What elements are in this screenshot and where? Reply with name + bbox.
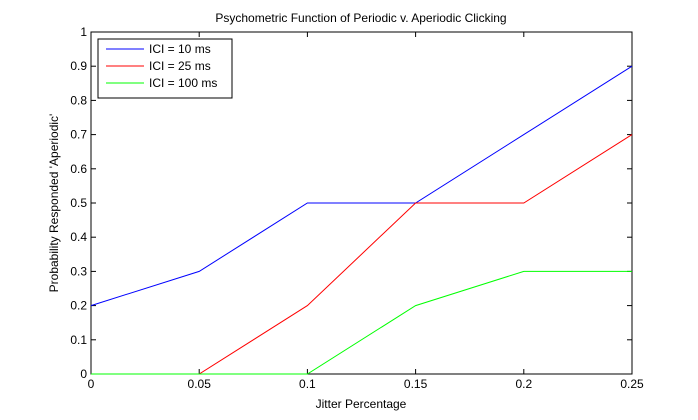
x-tick-label: 0.15: [404, 377, 428, 391]
x-tick-label: 0.25: [620, 377, 644, 391]
y-tick-label: 0.8: [70, 93, 87, 107]
x-tick-label: 0.05: [188, 377, 212, 391]
x-tick-label: 0.2: [515, 377, 532, 391]
y-tick-label: 0.7: [70, 128, 87, 142]
y-tick-label: 0.1: [70, 333, 87, 347]
y-tick-label: 0.3: [70, 264, 87, 278]
legend-label-2: ICI = 25 ms: [149, 59, 211, 73]
y-tick-label: 0.9: [70, 59, 87, 73]
legend-box: [97, 38, 233, 99]
legend-label-1: ICI = 10 ms: [149, 42, 211, 56]
chart-title: Psychometric Function of Periodic v. Ape…: [215, 11, 506, 25]
x-axis-label: Jitter Percentage: [316, 397, 407, 411]
plot-area: 0 0.05 0.1 0.15 0.2 0.25 0 0.1 0.2 0.3 0.4 0.5 0.6 0.…: [70, 25, 644, 391]
x-tick-label: 0: [88, 377, 95, 391]
y-axis-label: Probability Responded 'Aperiodic': [47, 114, 61, 293]
y-tick-label: 0.2: [70, 299, 87, 313]
y-tick-label: 0.4: [70, 230, 87, 244]
legend-label-3: ICI = 100 ms: [149, 76, 217, 90]
y-tick-label: 0: [80, 367, 87, 381]
y-tick-label: 0.6: [70, 162, 87, 176]
y-tick-label: 1: [80, 25, 87, 39]
y-tick-label: 0.5: [70, 196, 87, 210]
series-line-1: [90, 65, 633, 307]
series-line-3: [91, 270, 632, 375]
x-tick-label: 0.1: [299, 377, 316, 391]
